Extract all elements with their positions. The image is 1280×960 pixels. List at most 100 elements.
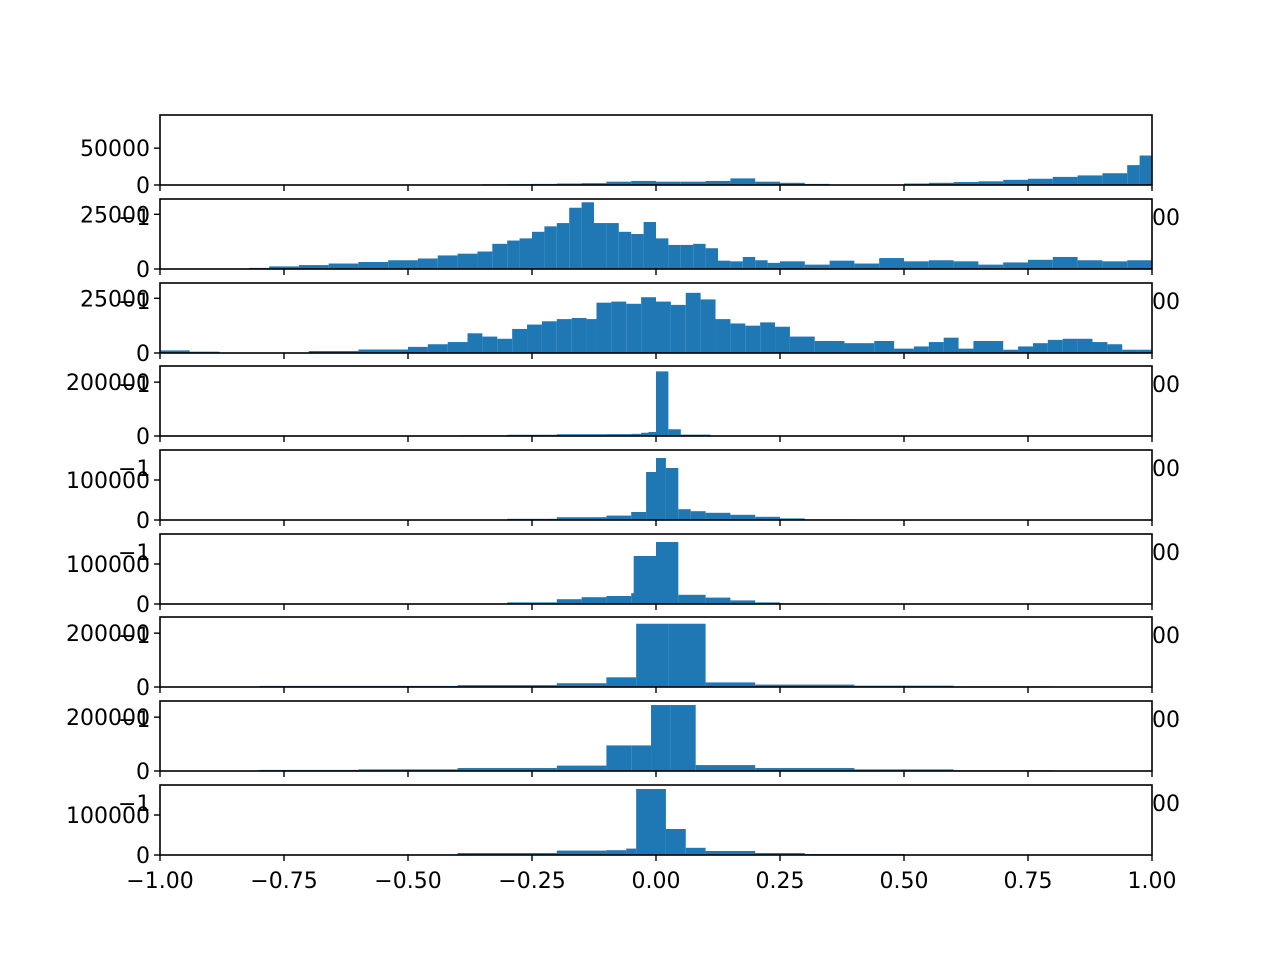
histogram-bar xyxy=(648,431,656,436)
histogram-bar xyxy=(477,251,493,269)
y-tick-label: 100000 xyxy=(66,553,150,578)
histogram-bar xyxy=(665,468,679,520)
histogram-bar xyxy=(507,240,520,269)
histogram-bar xyxy=(358,262,389,269)
histogram-bar xyxy=(705,512,731,520)
histogram-bar xyxy=(775,326,790,353)
histogram-bar xyxy=(417,258,438,269)
overlap-label-left: −1 xyxy=(118,373,150,398)
x-tick-label: 0.25 xyxy=(756,869,805,894)
histogram-bar xyxy=(581,183,607,185)
y-tick-label: 25000 xyxy=(80,203,150,228)
y-tick-label: 0 xyxy=(136,342,150,367)
histogram-bar xyxy=(308,351,359,353)
histogram-bar xyxy=(730,323,746,353)
x-tick-label: −0.75 xyxy=(250,869,317,894)
overlap-label-right: 00 xyxy=(1152,373,1180,398)
histogram-bar xyxy=(633,556,656,604)
histogram-bar xyxy=(358,349,408,353)
histogram-bar xyxy=(606,181,632,185)
overlap-label-left: −1 xyxy=(118,792,150,817)
histogram-bar xyxy=(928,182,954,185)
histogram-bar xyxy=(626,303,642,353)
histogram-bar xyxy=(1137,349,1152,353)
histogram-bar xyxy=(1139,155,1152,185)
histogram-bar xyxy=(680,181,706,185)
histogram-bar xyxy=(829,260,855,269)
histogram-bar xyxy=(814,340,845,353)
subplot-1: 0 50000 xyxy=(80,114,1153,199)
histogram-bar xyxy=(668,623,706,687)
overlap-label-right: 00 xyxy=(1152,206,1180,231)
histogram-bar xyxy=(690,511,706,520)
histogram-bar xyxy=(780,182,805,185)
histogram-bar xyxy=(631,180,656,185)
histogram-bar xyxy=(606,434,632,436)
histogram-bar xyxy=(705,180,731,185)
histogram-bar xyxy=(631,234,644,269)
histogram-bar xyxy=(780,261,805,269)
x-tick-label: −1.00 xyxy=(126,869,193,894)
histogram-bar xyxy=(519,238,532,270)
histogram-bar xyxy=(730,178,756,185)
histogram-bar xyxy=(978,264,1004,270)
histogram-bar xyxy=(904,261,929,269)
histogram-bar xyxy=(408,346,428,354)
histogram-bar xyxy=(581,597,607,604)
x-tick-label: −0.25 xyxy=(498,869,565,894)
y-tick-label: 200000 xyxy=(66,622,150,647)
histogram-bar xyxy=(636,623,669,687)
x-tick-label: 0.50 xyxy=(880,869,929,894)
histogram-bar xyxy=(755,181,780,185)
y-tick-label: 50000 xyxy=(80,137,150,162)
histogram-bar xyxy=(1052,256,1078,269)
histogram-bar xyxy=(928,342,944,353)
histogram-bar xyxy=(569,207,582,269)
y-tick-label: 100000 xyxy=(66,469,150,494)
histogram-bar xyxy=(844,343,875,353)
histogram-bar xyxy=(1003,349,1019,353)
histogram-bar xyxy=(626,848,637,855)
histogram-bar xyxy=(611,301,627,353)
histogram-bar xyxy=(606,850,627,855)
histogram-bar xyxy=(670,304,686,354)
histogram-bar xyxy=(874,340,895,353)
histogram-bar xyxy=(643,221,656,269)
histogram-bar xyxy=(1127,165,1140,185)
overlap-label-right: 00 xyxy=(1152,624,1180,649)
histogram-bar xyxy=(571,318,587,353)
histogram-bar xyxy=(670,705,696,771)
histogram-bar xyxy=(594,223,607,269)
histogram-bar xyxy=(631,433,642,436)
histogram-bar xyxy=(953,182,979,185)
histogram-bar xyxy=(656,301,671,353)
histogram-bar xyxy=(700,299,716,353)
histogram-bar xyxy=(556,683,607,687)
overlap-label-left: −1 xyxy=(118,206,150,231)
histogram-bar xyxy=(705,248,718,269)
histogram-bar xyxy=(631,512,647,520)
histogram-bar xyxy=(556,765,607,771)
histogram-bar xyxy=(1077,175,1103,185)
y-tick-label: 0 xyxy=(136,844,150,869)
histogram-bar xyxy=(1127,260,1152,269)
histogram-bar xyxy=(680,244,694,269)
histogram-bar xyxy=(958,348,974,354)
overlap-label-right: 00 xyxy=(1152,457,1180,482)
y-tick-label: 200000 xyxy=(66,706,150,731)
overlap-label-right: 00 xyxy=(1152,541,1180,566)
histogram-bar xyxy=(755,684,855,687)
histogram-bar xyxy=(457,685,557,687)
histogram-bar xyxy=(742,256,756,269)
histogram-bar xyxy=(541,321,557,353)
histogram-bar xyxy=(693,243,706,269)
histogram-bar xyxy=(328,263,359,269)
histogram-bar xyxy=(705,851,756,855)
histogram-bar xyxy=(1018,346,1033,353)
histogram-bar xyxy=(1092,342,1108,353)
y-tick-label: 0 xyxy=(136,425,150,450)
y-tick-label: 0 xyxy=(136,676,150,701)
